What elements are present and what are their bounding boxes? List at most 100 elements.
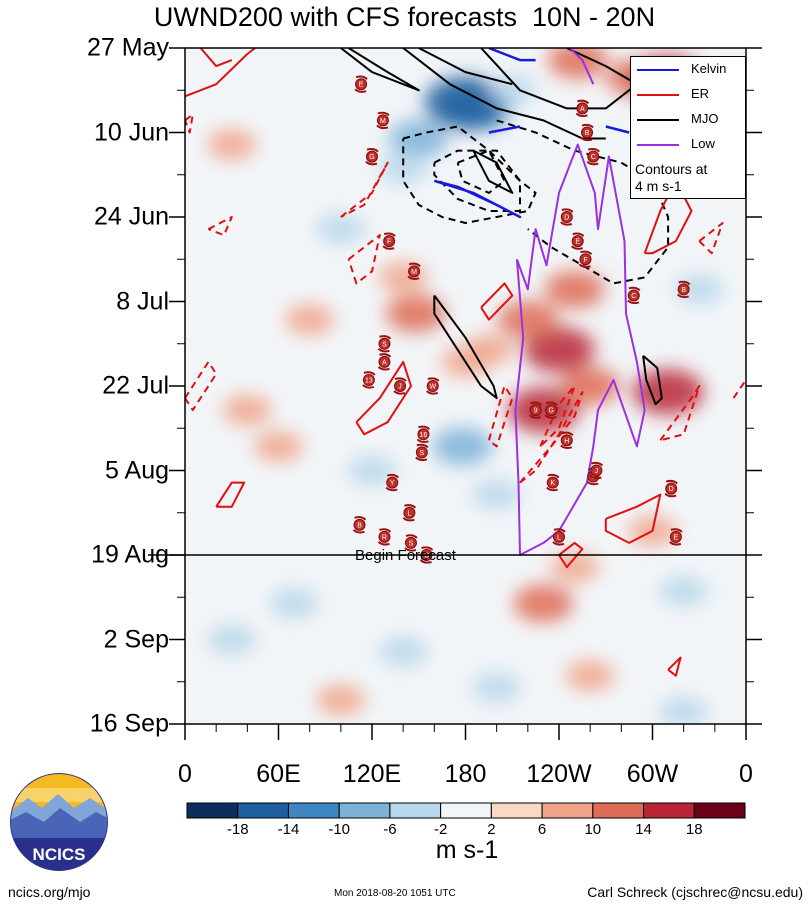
y-tick-label: 27 May (87, 33, 169, 62)
storm-label: L (557, 534, 561, 541)
storm-label: M (411, 269, 417, 276)
anomaly-blob (659, 696, 709, 724)
storm-marker: B (676, 280, 691, 299)
storm-swirl (546, 473, 560, 492)
contour-low (569, 48, 595, 85)
storm-marker: S (404, 534, 418, 552)
storm-label: E (575, 239, 580, 246)
colorbar-tick-label: -2 (433, 821, 448, 838)
contour-er (207, 216, 233, 237)
storm-dot (560, 211, 573, 223)
storm-marker: E (354, 75, 368, 93)
storm-swirl (669, 528, 683, 546)
storm-dot (587, 150, 600, 163)
storm-dot (404, 536, 417, 549)
storm-label: G (548, 408, 553, 415)
storm-swirl (382, 232, 396, 250)
anomaly-blob (222, 394, 272, 426)
storm-swirl (377, 528, 392, 546)
storm-dot (417, 428, 430, 441)
storm-swirl (560, 208, 574, 226)
ncics-logo: NCICS (10, 773, 108, 871)
colorbar-tick-label: -10 (328, 821, 351, 838)
contour-er (604, 493, 662, 544)
storm-marker: S (377, 335, 392, 353)
contour-mjo (642, 355, 663, 406)
anomaly-blob (378, 153, 428, 185)
storm-marker: L (552, 528, 566, 546)
colorbar-swatch (693, 802, 746, 819)
storm-marker: C (627, 286, 641, 305)
storm-label: F (387, 239, 391, 246)
storm-marker: M (407, 262, 421, 280)
storm-swirl (377, 335, 392, 353)
legend-label: Low (691, 136, 715, 151)
colorbar-tick-label: -14 (277, 821, 300, 838)
storm-swirl (575, 99, 590, 118)
storm-marker: D (560, 208, 574, 226)
storm-dot (378, 337, 391, 350)
legend-swatch (637, 144, 679, 146)
storm-swirl (415, 443, 429, 462)
legend-label: ER (691, 86, 710, 101)
legend-label: Kelvin (691, 61, 727, 76)
storm-swirl (664, 479, 678, 498)
storm-dot (362, 373, 375, 386)
storm-label: D (564, 215, 569, 222)
storm-dot (376, 114, 389, 127)
storm-label: 13 (365, 377, 373, 384)
storm-swirl (407, 262, 421, 280)
storm-dot (590, 464, 603, 477)
storm-swirl (365, 147, 379, 166)
storm-dot (627, 289, 640, 302)
y-tick-label: 22 Jul (102, 371, 169, 400)
storm-label: 9 (534, 408, 538, 415)
storm-swirl (385, 473, 399, 492)
y-tick-label: 19 Aug (91, 540, 169, 569)
legend-note: Contours at 4 m s-1 (635, 161, 707, 195)
storm-dot (665, 482, 678, 495)
storm-dot (386, 476, 399, 489)
anomaly-blob (632, 369, 704, 415)
contour-mjo (496, 119, 670, 285)
contour-kelvin (488, 48, 536, 62)
storm-swirl (676, 280, 691, 299)
storm-dot (355, 78, 368, 91)
legend-swatch (637, 119, 679, 121)
storm-dot (366, 150, 378, 163)
legend-item-mjo: MJO (635, 111, 743, 127)
storm-label: D (669, 486, 674, 493)
colorbar-tick-label: 14 (635, 821, 652, 838)
storm-dot (669, 530, 682, 543)
storm-label: R (382, 534, 387, 541)
storm-marker: G (365, 147, 379, 166)
legend-label: MJO (691, 111, 719, 126)
contour-er (185, 113, 194, 134)
legend-note-line: 4 m s-1 (635, 178, 682, 194)
axis-ticks (169, 47, 762, 740)
storm-dot (426, 380, 439, 392)
contour-mjo (418, 48, 513, 86)
anomaly-blob (388, 119, 449, 158)
storm-marker: S (415, 443, 429, 462)
storm-label: 16 (420, 432, 428, 439)
storm-label: S (409, 540, 414, 547)
storm-marker: K (546, 473, 560, 492)
legend-item-er: ER (635, 86, 743, 102)
logo-text: NCICS (33, 845, 86, 864)
y-tick-label: 16 Sep (89, 709, 169, 738)
storm-dot (353, 518, 366, 531)
storm-marker: 16 (416, 425, 431, 443)
storm-swirl (426, 377, 440, 395)
storm-swirl (362, 371, 376, 389)
anomaly-blob (424, 76, 507, 129)
storm-label: C (424, 553, 429, 560)
colorbar-swatch (237, 802, 289, 819)
storm-marker: D (664, 479, 678, 498)
x-tick-label: 120W (526, 760, 592, 788)
storm-label: B (681, 287, 686, 294)
storm-dot (403, 506, 416, 519)
footer-url[interactable]: ncics.org/mjo (8, 884, 91, 900)
contour-er (355, 360, 412, 436)
storm-swirl (404, 534, 418, 552)
